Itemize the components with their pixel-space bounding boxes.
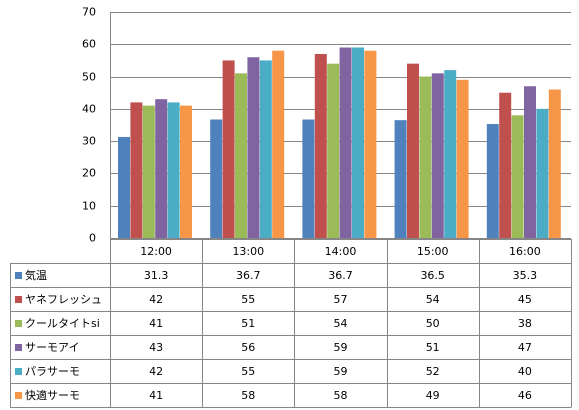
bar bbox=[272, 50, 285, 238]
data-value: 42 bbox=[149, 365, 163, 378]
legend-label: サーモアイ bbox=[25, 341, 79, 354]
data-value: 51 bbox=[241, 317, 255, 330]
bar bbox=[548, 89, 561, 239]
legend-label: 気温 bbox=[25, 268, 47, 282]
data-value: 40 bbox=[518, 365, 532, 378]
legend-key bbox=[15, 344, 22, 351]
data-value: 42 bbox=[149, 293, 163, 306]
bar bbox=[524, 86, 536, 238]
bar bbox=[339, 47, 352, 239]
data-value: 58 bbox=[241, 389, 255, 402]
y-tick-label: 0 bbox=[89, 232, 96, 245]
bar bbox=[167, 102, 180, 239]
data-value: 52 bbox=[426, 365, 440, 378]
bar bbox=[499, 92, 512, 239]
bar bbox=[394, 120, 407, 238]
bar bbox=[456, 79, 469, 238]
data-value: 54 bbox=[334, 317, 348, 330]
bar bbox=[302, 119, 315, 238]
bar bbox=[210, 119, 223, 238]
data-value: 36.7 bbox=[328, 269, 353, 282]
data-value: 38 bbox=[518, 317, 532, 330]
data-value: 35.3 bbox=[513, 269, 538, 282]
data-value: 59 bbox=[334, 365, 348, 378]
legend-key bbox=[15, 296, 22, 303]
y-tick-label: 20 bbox=[82, 167, 96, 180]
legend-label: ヤネフレッシュ bbox=[25, 293, 102, 306]
legend-key bbox=[15, 368, 22, 375]
bar bbox=[130, 102, 143, 239]
y-tick-label: 30 bbox=[82, 135, 96, 148]
legend-label: クールタイトsi bbox=[25, 317, 100, 330]
data-value: 50 bbox=[426, 317, 440, 330]
bar bbox=[444, 70, 457, 238]
data-value: 59 bbox=[334, 341, 348, 354]
data-value: 36.7 bbox=[236, 269, 261, 282]
legend-key bbox=[15, 320, 22, 327]
data-value: 49 bbox=[426, 389, 440, 402]
y-tick-label: 60 bbox=[82, 38, 96, 51]
data-value: 43 bbox=[149, 341, 163, 354]
data-value: 54 bbox=[426, 293, 440, 306]
legend-key bbox=[15, 272, 22, 279]
bar bbox=[155, 99, 168, 238]
y-axis: 0 10 20 30 40 50 60 70 bbox=[82, 6, 111, 245]
bar bbox=[247, 57, 260, 239]
x-category-label: 16:00 bbox=[509, 245, 541, 258]
bar bbox=[511, 115, 524, 238]
y-tick-label: 10 bbox=[82, 200, 96, 213]
data-value: 46 bbox=[518, 389, 532, 402]
bar bbox=[235, 73, 247, 238]
data-value: 41 bbox=[149, 389, 163, 402]
bar bbox=[259, 60, 272, 239]
bar bbox=[142, 105, 155, 238]
legend-label: パラサーモ bbox=[25, 365, 80, 378]
data-value: 58 bbox=[334, 389, 348, 402]
bar bbox=[222, 60, 235, 239]
y-tick-label: 50 bbox=[82, 71, 96, 84]
data-value: 41 bbox=[149, 317, 163, 330]
data-value: 36.5 bbox=[420, 269, 445, 282]
bar bbox=[314, 53, 327, 238]
data-value: 47 bbox=[518, 341, 532, 354]
x-category-label: 14:00 bbox=[325, 245, 357, 258]
bar bbox=[536, 108, 549, 238]
legend-label: 快適サーモ bbox=[25, 388, 80, 402]
bar bbox=[431, 73, 444, 238]
x-category-label: 15:00 bbox=[417, 245, 449, 258]
y-tick-label: 40 bbox=[82, 103, 96, 116]
data-value: 31.3 bbox=[144, 269, 169, 282]
data-value: 56 bbox=[241, 341, 255, 354]
bar bbox=[486, 124, 499, 238]
data-value: 45 bbox=[518, 293, 532, 306]
bar bbox=[118, 136, 130, 238]
bar bbox=[180, 105, 192, 238]
bars bbox=[118, 47, 561, 239]
data-value: 51 bbox=[426, 341, 440, 354]
bar bbox=[364, 50, 377, 238]
x-category-label: 13:00 bbox=[232, 245, 264, 258]
data-value: 55 bbox=[241, 293, 255, 306]
bar bbox=[352, 47, 364, 239]
y-tick-label: 70 bbox=[82, 6, 96, 19]
data-value: 55 bbox=[241, 365, 255, 378]
x-category-label: 12:00 bbox=[140, 245, 172, 258]
legend-key bbox=[15, 392, 22, 399]
data-table: 12:00 13:00 14:00 15:00 16:00 気温 31.3 36.7 36.7 3… bbox=[10, 239, 572, 408]
data-value: 57 bbox=[334, 293, 348, 306]
bar bbox=[327, 63, 340, 238]
bar bbox=[419, 76, 432, 238]
bar bbox=[407, 63, 419, 238]
